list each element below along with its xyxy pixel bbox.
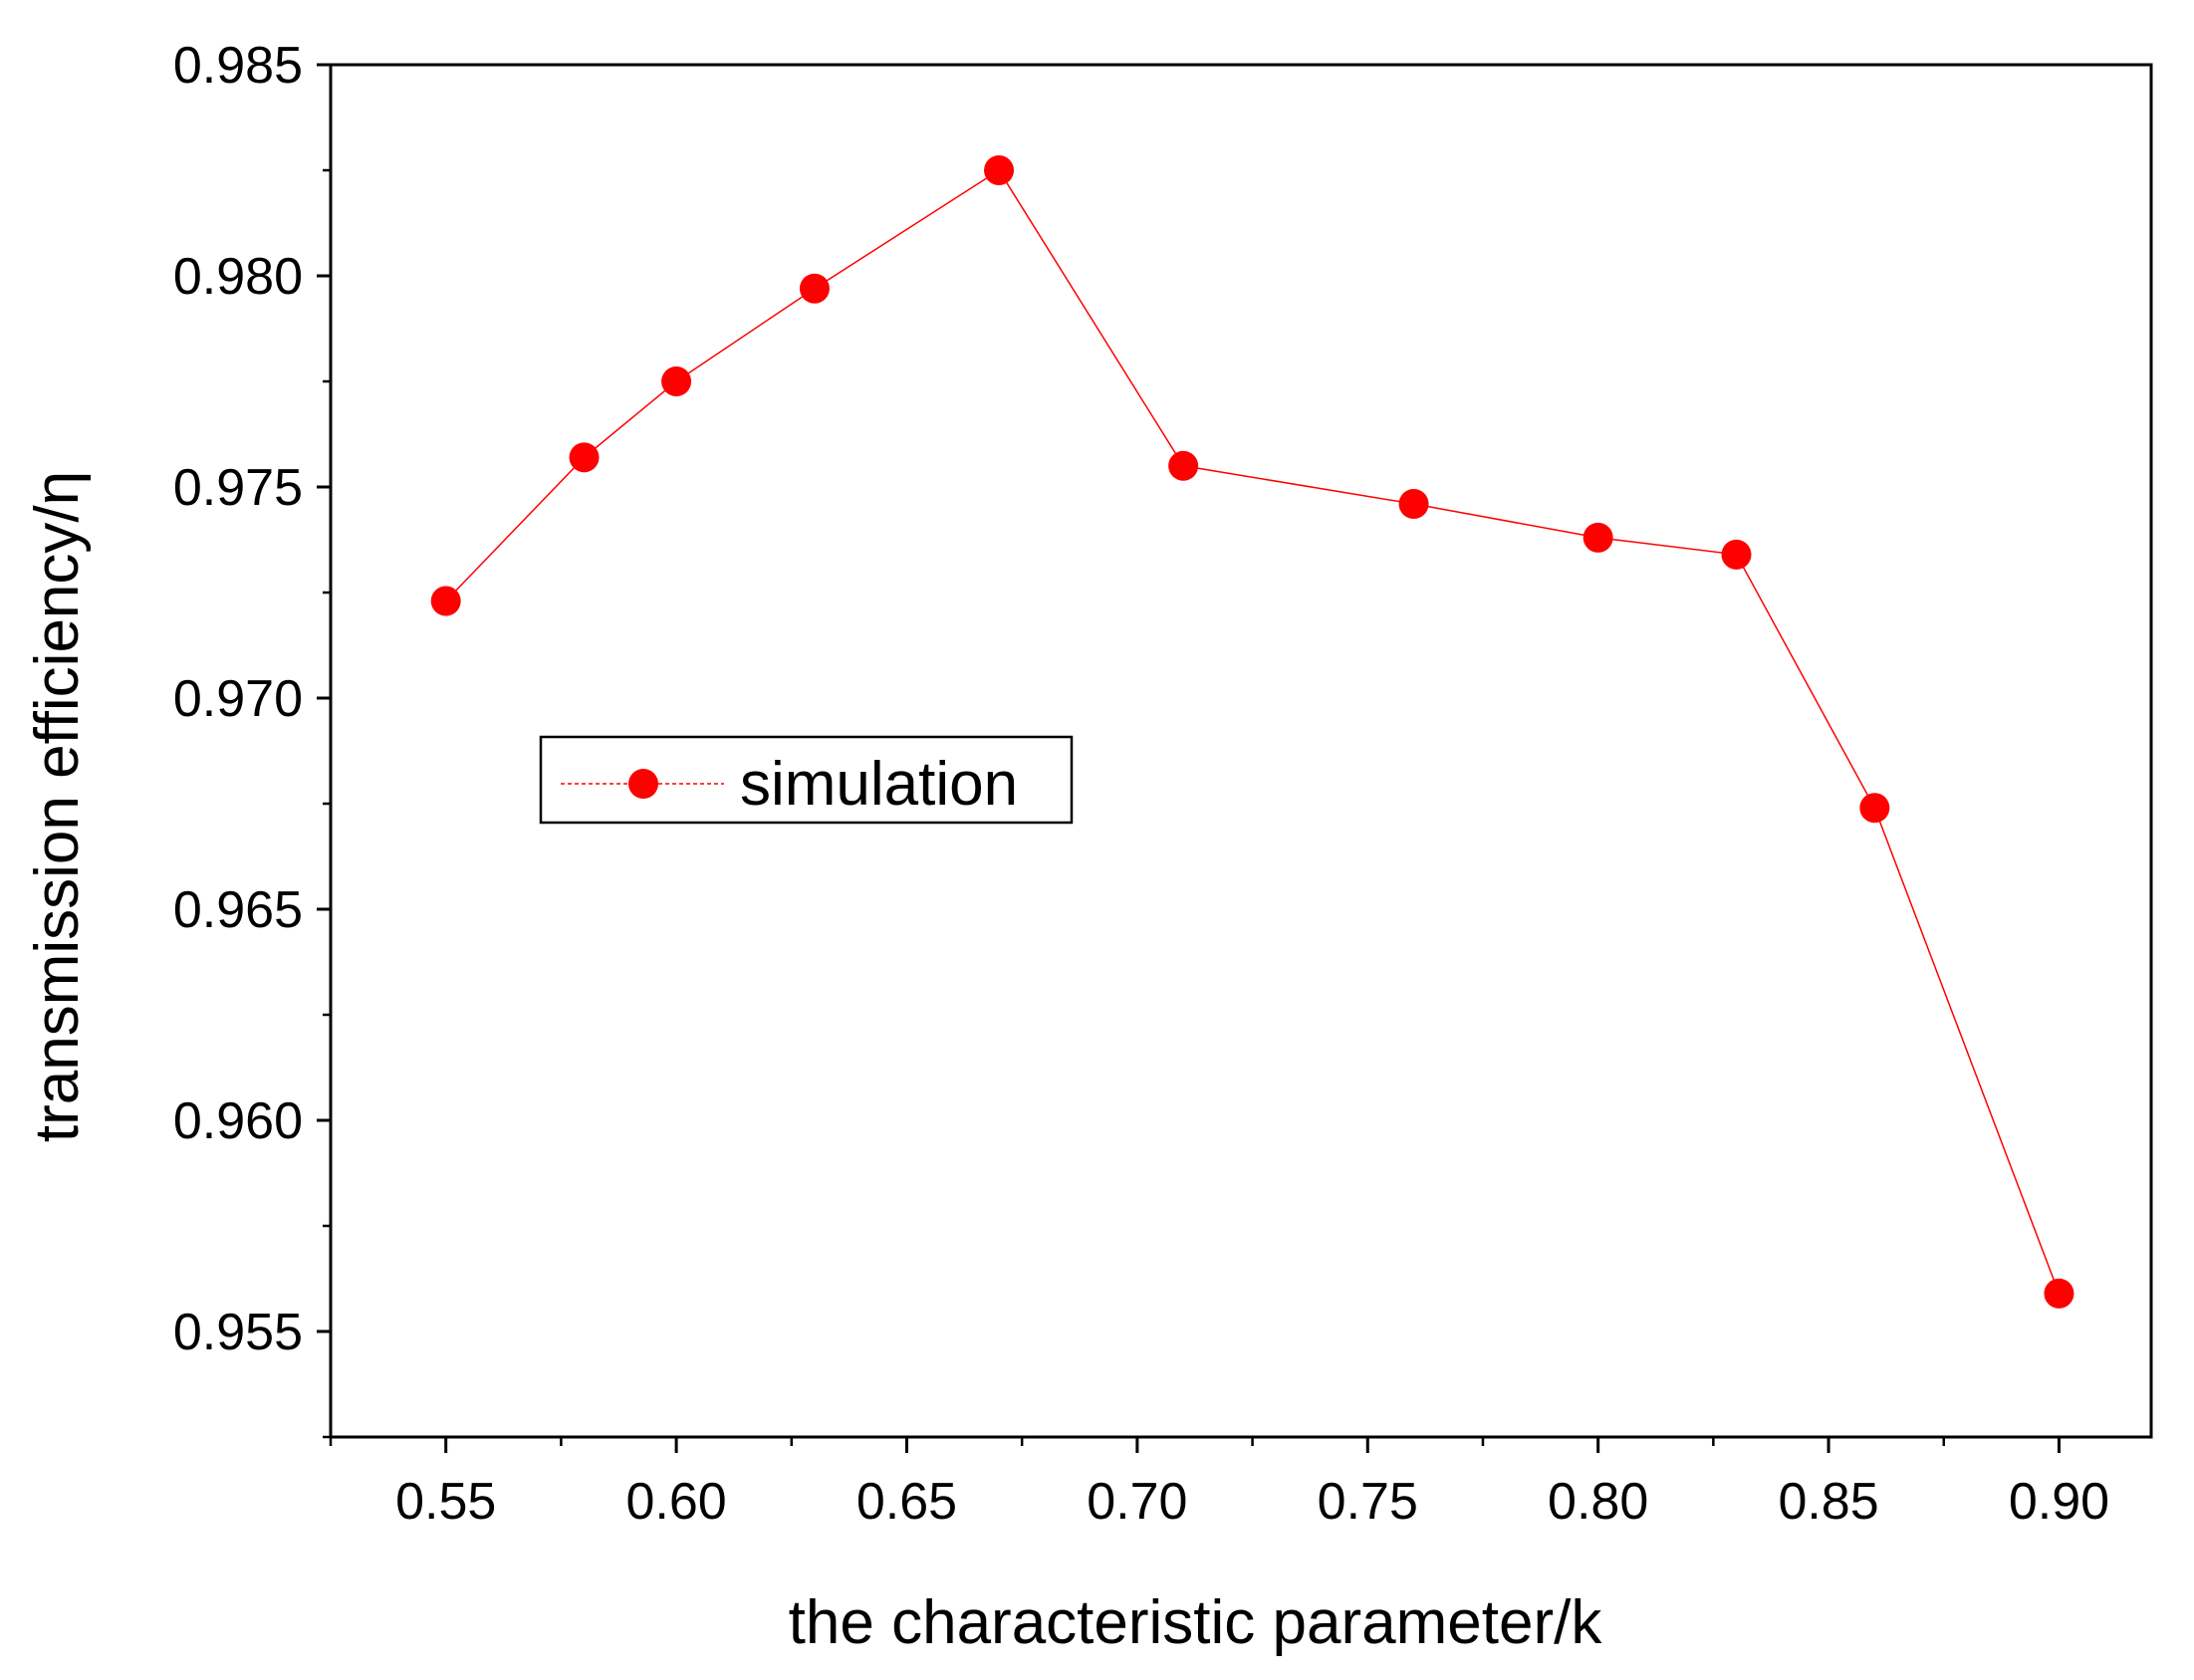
y-tick-label: 0.955: [173, 1304, 303, 1361]
data-point: [569, 442, 600, 473]
x-tick-label: 0.70: [1087, 1473, 1187, 1531]
x-axis-title: the characteristic parameter/k: [789, 1588, 1603, 1657]
data-point: [1398, 488, 1429, 519]
data-point: [661, 366, 692, 396]
y-tick-label: 0.980: [173, 248, 303, 306]
data-point: [1583, 522, 1613, 553]
x-tick-label: 0.65: [856, 1473, 957, 1531]
y-tick-label: 0.960: [173, 1092, 303, 1150]
x-tick-label: 0.90: [2009, 1473, 2109, 1531]
x-tick-label: 0.60: [625, 1473, 726, 1531]
y-axis-title: transmission efficiency/η: [23, 471, 92, 1142]
data-point: [799, 273, 830, 304]
y-tick-label: 0.965: [173, 881, 303, 939]
x-tick-label: 0.85: [1778, 1473, 1878, 1531]
legend-label: simulation: [740, 750, 1018, 819]
y-tick-label: 0.975: [173, 459, 303, 517]
y-axis-ticks: 0.955 0.960 0.965 0.970 0.975 0.980 0.985: [173, 37, 331, 1439]
x-tick-label: 0.80: [1548, 1473, 1648, 1531]
plot-border: [329, 63, 2153, 1439]
x-tick-label: 0.75: [1318, 1473, 1418, 1531]
x-axis-ticks: 0.55 0.60 0.65 0.70 0.75 0.80 0.85 0.90: [329, 1437, 2109, 1531]
x-tick-label: 0.55: [395, 1473, 496, 1531]
data-point: [430, 586, 461, 616]
data-point: [2044, 1278, 2074, 1309]
legend-dot-marker: [628, 769, 658, 799]
y-tick-label: 0.970: [173, 670, 303, 728]
data-point: [1168, 450, 1199, 481]
legend: simulation: [539, 735, 1074, 825]
data-point: [1859, 793, 1890, 824]
plot-frame: [329, 63, 2153, 1439]
series-group: [430, 155, 2074, 1309]
data-point: [1721, 539, 1752, 570]
y-tick-label: 0.985: [173, 37, 303, 95]
data-point: [984, 155, 1015, 185]
